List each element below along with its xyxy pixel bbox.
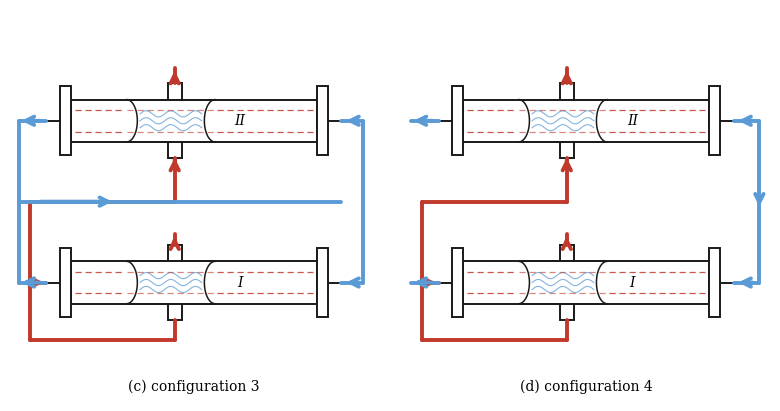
Bar: [317, 86, 328, 155]
Bar: [709, 248, 720, 317]
Bar: [452, 86, 463, 155]
Text: (d) configuration 4: (d) configuration 4: [519, 379, 652, 394]
Bar: [560, 304, 574, 320]
Bar: [60, 86, 71, 155]
FancyBboxPatch shape: [463, 261, 709, 304]
Bar: [560, 142, 574, 158]
Bar: [168, 83, 182, 99]
Bar: [560, 245, 574, 261]
Bar: [60, 248, 71, 317]
Bar: [317, 248, 328, 317]
Text: I: I: [237, 275, 243, 289]
Bar: [452, 248, 463, 317]
Bar: [168, 142, 182, 158]
Text: II: II: [627, 114, 638, 128]
Bar: [168, 304, 182, 320]
FancyBboxPatch shape: [71, 99, 317, 142]
FancyBboxPatch shape: [463, 99, 709, 142]
Text: I: I: [629, 275, 635, 289]
Bar: [560, 83, 574, 99]
Text: II: II: [235, 114, 246, 128]
FancyBboxPatch shape: [71, 261, 317, 304]
Bar: [709, 86, 720, 155]
Bar: [168, 245, 182, 261]
Text: (c) configuration 3: (c) configuration 3: [128, 379, 260, 394]
